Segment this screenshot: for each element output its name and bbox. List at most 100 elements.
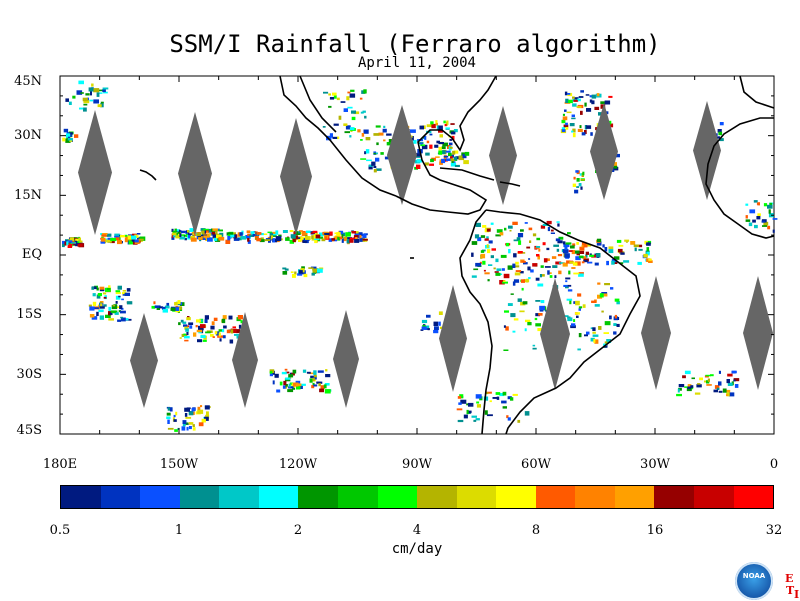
rain-cell [332, 92, 337, 96]
rain-cell [285, 377, 291, 380]
lon-label-90w: 90W [402, 457, 432, 472]
colorbar-segment [614, 486, 655, 508]
rain-cell [362, 110, 366, 113]
rainfall-map [59, 75, 778, 435]
rain-cell [696, 384, 702, 388]
rain-cell [594, 304, 600, 307]
rain-cell [122, 292, 127, 295]
lon-label-180e: 180E [42, 457, 78, 472]
rain-cell [517, 233, 524, 238]
rain-cell [250, 231, 255, 235]
rain-cell [207, 228, 212, 233]
rain-cell [93, 99, 99, 104]
swath-gap [333, 310, 359, 408]
logo-letter-t: T [786, 584, 795, 597]
rain-cell [687, 384, 692, 389]
rain-cell [91, 83, 94, 87]
colorbar-segment [179, 486, 220, 508]
rain-cell [705, 374, 711, 377]
rain-cell [532, 344, 536, 347]
rain-cell [128, 240, 133, 245]
rain-cell [114, 312, 119, 315]
rain-cell [416, 164, 421, 169]
rain-cell [643, 253, 648, 258]
rain-cell [203, 228, 209, 231]
rain-cell [101, 234, 107, 237]
rain-cell [197, 409, 204, 414]
rain-cell [302, 369, 307, 373]
rain-cell [340, 101, 346, 103]
rain-cell [289, 372, 293, 375]
rain-cell [606, 339, 612, 343]
rain-cell [166, 302, 170, 307]
rain-cell [100, 233, 103, 236]
rain-cell [269, 373, 273, 377]
rain-cell [253, 231, 257, 233]
rain-cell [578, 273, 584, 277]
rain-cell [319, 232, 324, 237]
rain-cell [177, 231, 181, 234]
rain-cell [184, 407, 190, 412]
coastline [279, 75, 397, 197]
rain-cell [618, 248, 623, 253]
rain-cell [373, 133, 380, 136]
rain-cell [362, 238, 368, 241]
rain-cell [577, 128, 583, 132]
rain-cell [107, 288, 110, 290]
rain-cell [436, 125, 439, 130]
colorbar-segment [535, 486, 576, 508]
rain-cell [499, 280, 505, 285]
rain-cell [137, 237, 140, 241]
rain-cell [421, 326, 427, 330]
rain-cell [215, 230, 218, 235]
colorbar-segment [258, 486, 299, 508]
rain-cell [520, 229, 524, 232]
rain-cell [82, 97, 88, 102]
colorbar-tick-1: 1 [174, 523, 184, 538]
rain-cell [338, 115, 342, 120]
rain-cell [79, 240, 83, 243]
rain-cell [321, 238, 326, 242]
rain-cell [450, 158, 455, 162]
rain-cell [108, 306, 112, 311]
rain-cell [567, 232, 571, 235]
rain-cell [386, 142, 392, 146]
rain-cell [521, 260, 526, 263]
swath-gap [540, 278, 570, 390]
rain-cell [520, 279, 525, 283]
rain-cell [64, 241, 67, 246]
rain-cell [97, 293, 102, 297]
rain-cell [573, 99, 578, 102]
rain-cell [212, 233, 216, 238]
rain-cell [308, 372, 315, 375]
rain-cell [364, 151, 367, 155]
rain-cell [555, 261, 562, 265]
rain-cell [573, 176, 576, 180]
rain-cell [727, 373, 733, 377]
rain-cell [585, 254, 588, 258]
rain-cell [546, 258, 550, 261]
rain-cell [724, 389, 731, 393]
rain-cell [486, 414, 493, 417]
rain-cell [188, 411, 194, 416]
rain-cell [184, 335, 190, 339]
rain-cell [691, 377, 695, 380]
rain-cell [517, 419, 521, 423]
rain-cell [599, 293, 604, 298]
rain-cell [260, 237, 264, 240]
rain-cell [648, 258, 652, 261]
rain-cell [763, 203, 768, 207]
rain-cell [613, 256, 620, 260]
rain-cell [611, 260, 615, 265]
rain-cell [563, 315, 569, 318]
rain-cell [329, 231, 333, 235]
rain-cell [320, 385, 325, 390]
rain-cell [608, 246, 614, 250]
rain-cell [74, 134, 79, 138]
rain-cell [333, 239, 338, 242]
rain-cell [603, 332, 609, 334]
coastline [459, 209, 493, 435]
rain-cell [445, 127, 450, 130]
rain-cell [415, 153, 422, 157]
rain-cell [360, 111, 364, 114]
